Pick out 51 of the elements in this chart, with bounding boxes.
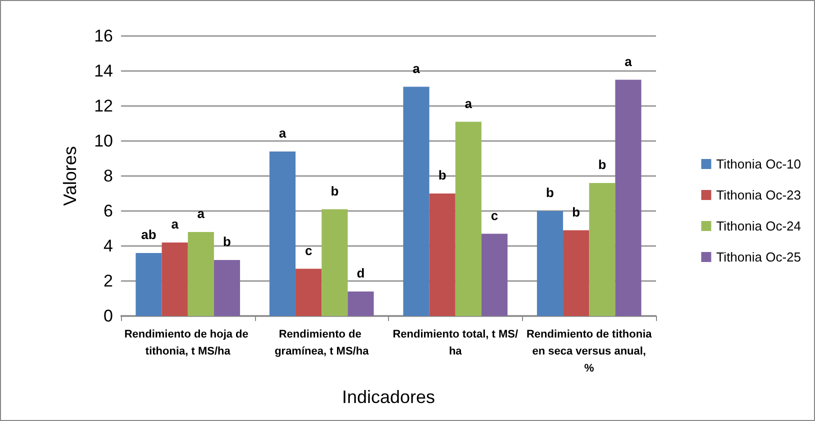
data-label: d	[356, 266, 365, 280]
y-axis-title: Valores	[60, 146, 80, 206]
data-label: b	[546, 185, 554, 200]
y-tick-label: 12	[94, 96, 113, 116]
data-label: ab	[141, 227, 156, 242]
data-label: c	[304, 242, 312, 258]
bar	[269, 152, 296, 316]
bar	[536, 211, 564, 316]
y-tick-label: 14	[94, 62, 113, 80]
data-label: c	[490, 208, 498, 223]
legend-label: Tithonia Oc-24	[716, 218, 801, 234]
data-label: b	[438, 168, 446, 182]
legend-label: Tithonia Oc-23	[716, 188, 801, 202]
data-label: b	[330, 183, 339, 198]
bar	[481, 234, 508, 316]
bar	[162, 242, 188, 316]
data-label: a	[197, 206, 206, 221]
bar	[188, 232, 214, 316]
x-tick-label: Rendimiento total, t MS/ha	[392, 328, 518, 358]
data-label: b	[598, 157, 606, 172]
y-tick-label: 4	[104, 236, 113, 256]
bar	[348, 292, 374, 316]
bar	[214, 260, 240, 316]
x-tick-label: Rendimiento de hoja de tithonia, t MS/ha	[124, 328, 252, 358]
bar	[563, 230, 590, 316]
data-label: b	[572, 204, 580, 220]
bar	[429, 194, 456, 316]
data-label: a	[412, 60, 421, 76]
y-tick-label: 2	[104, 272, 113, 290]
bar	[615, 80, 642, 316]
bar	[296, 268, 322, 316]
data-label: a	[624, 54, 633, 69]
y-tick-label: 16	[94, 26, 113, 46]
y-tick-label: 0	[104, 306, 113, 326]
bar	[403, 86, 430, 316]
bar	[136, 253, 162, 316]
y-tick-label: 8	[104, 166, 113, 186]
bar	[589, 183, 616, 316]
bar	[455, 122, 482, 316]
data-label: a	[464, 96, 473, 111]
data-label: a	[171, 216, 180, 232]
legend-label: Tithonia Oc-10	[716, 156, 801, 172]
y-tick-label: 10	[94, 132, 113, 150]
y-tick-label: 6	[104, 202, 113, 220]
legend-label: Tithonia Oc-25	[716, 250, 801, 264]
data-label: a	[278, 126, 287, 140]
bar	[322, 209, 348, 316]
data-label: b	[223, 234, 232, 249]
x-tick-label: Rendimiento de tithonia en seca versus anual, %	[526, 328, 653, 374]
x-axis-title: Indicadores	[342, 387, 436, 407]
x-tick-label: Rendimiento de gramínea, t MS/ha	[274, 328, 370, 358]
